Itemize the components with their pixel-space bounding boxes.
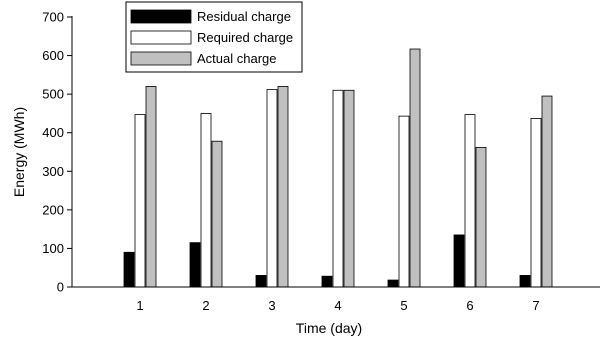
legend-label: Residual charge	[197, 9, 291, 24]
bar-required-charge	[266, 89, 278, 288]
y-tick-label: 700	[42, 10, 64, 25]
bar-residual-charge	[519, 275, 531, 288]
legend-label: Required charge	[197, 30, 293, 45]
bar-actual-charge	[475, 146, 487, 288]
bar-residual-charge	[123, 251, 135, 288]
legend-swatch	[130, 30, 192, 45]
y-tick-label: 0	[57, 280, 64, 295]
legend: Residual charge Required charge Actual cha…	[125, 1, 303, 73]
x-tick-label: 1	[136, 298, 143, 313]
bar-required-charge	[530, 118, 542, 288]
x-tick-label: 6	[466, 298, 473, 313]
bar-residual-charge	[453, 234, 465, 288]
y-tick-label: 400	[42, 125, 64, 140]
bar-actual-charge	[145, 86, 157, 288]
bar-actual-charge	[409, 48, 421, 288]
bar-residual-charge	[255, 275, 267, 288]
x-tick-label: 5	[400, 298, 407, 313]
bar-actual-charge	[541, 95, 553, 288]
legend-swatch	[130, 9, 192, 24]
x-tick-label: 3	[268, 298, 275, 313]
x-axis-title: Time (day)	[296, 320, 362, 336]
x-tick-label: 7	[532, 298, 539, 313]
bar-required-charge	[134, 114, 146, 288]
x-tick-label: 4	[334, 298, 341, 313]
axes: 0 100 200 300 400 500 600 700 1 2 3 4 5 6 7	[42, 10, 600, 313]
bar-residual-charge	[387, 279, 399, 288]
bar-actual-charge	[211, 140, 223, 288]
bar-required-charge	[332, 89, 344, 288]
y-tick-label: 300	[42, 164, 64, 179]
bar-required-charge	[464, 114, 476, 288]
bar-actual-charge	[343, 89, 355, 288]
legend-swatch	[130, 51, 192, 66]
bar-residual-charge	[189, 242, 201, 288]
bar-required-charge	[200, 113, 212, 288]
bar-required-charge	[398, 115, 410, 288]
y-tick-label: 600	[42, 48, 64, 63]
bar-residual-charge	[321, 275, 333, 288]
y-tick-label: 500	[42, 87, 64, 102]
legend-label: Actual charge	[197, 51, 277, 66]
bar-actual-charge	[277, 86, 289, 288]
plot-area	[123, 48, 553, 288]
y-axis-title: Energy (MWh)	[11, 107, 27, 197]
y-tick-label: 100	[42, 241, 64, 256]
y-tick-label: 200	[42, 202, 64, 217]
x-tick-label: 2	[202, 298, 209, 313]
